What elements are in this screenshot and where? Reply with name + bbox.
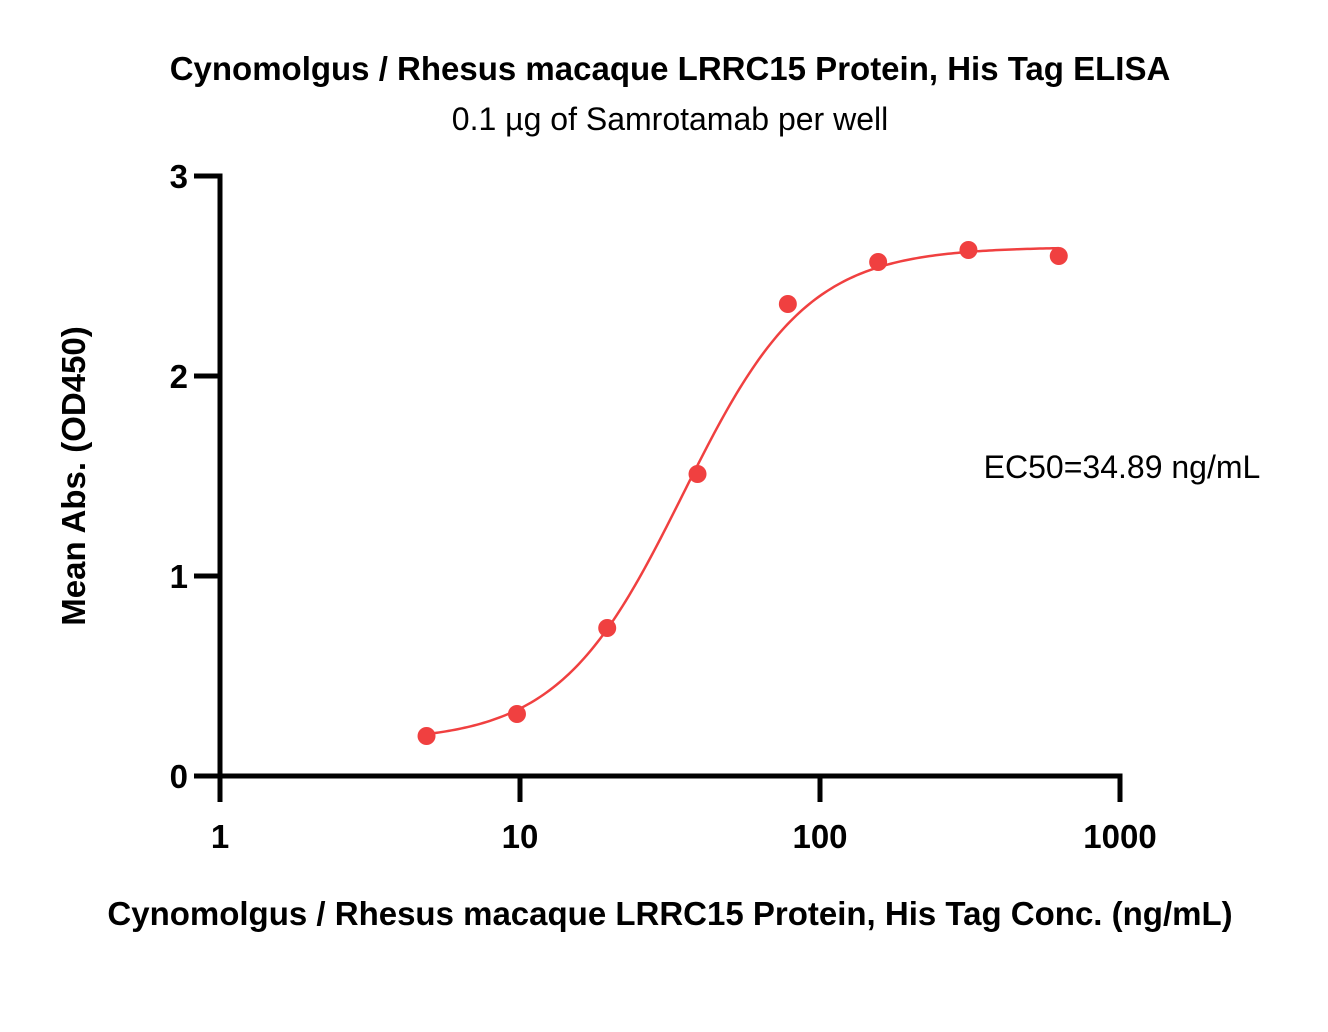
data-point	[778, 295, 797, 313]
axes	[217, 173, 1123, 779]
y-tick-label: 3	[170, 158, 188, 195]
y-axis-ticks: 0 1 2 3	[170, 158, 220, 795]
data-point	[688, 465, 707, 483]
y-tick-label: 1	[170, 558, 188, 595]
y-tick-label: 2	[170, 358, 188, 395]
data-point	[417, 727, 436, 745]
chart-subtitle: 0.1 µg of Samrotamab per well	[452, 101, 888, 137]
fit-curve	[426, 246, 1059, 736]
x-tick-label: 100	[792, 818, 847, 855]
x-tick-label: 1000	[1083, 818, 1156, 855]
ec50-annotation: EC50=34.89 ng/mL	[984, 449, 1261, 485]
data-point	[598, 619, 617, 637]
x-axis-ticks: 1 10 100 1000	[211, 776, 1157, 855]
y-tick-label: 0	[170, 758, 188, 795]
data-point	[869, 253, 888, 271]
y-axis-label: Mean Abs. (OD450)	[55, 326, 92, 626]
data-points	[417, 241, 1068, 745]
data-point	[1049, 247, 1068, 265]
x-tick-label: 1	[211, 818, 229, 855]
data-point	[507, 705, 526, 723]
data-point	[959, 241, 978, 259]
x-tick-label: 10	[502, 818, 539, 855]
x-axis-label: Cynomolgus / Rhesus macaque LRRC15 Prote…	[107, 895, 1232, 932]
chart-title: Cynomolgus / Rhesus macaque LRRC15 Prote…	[170, 50, 1171, 87]
